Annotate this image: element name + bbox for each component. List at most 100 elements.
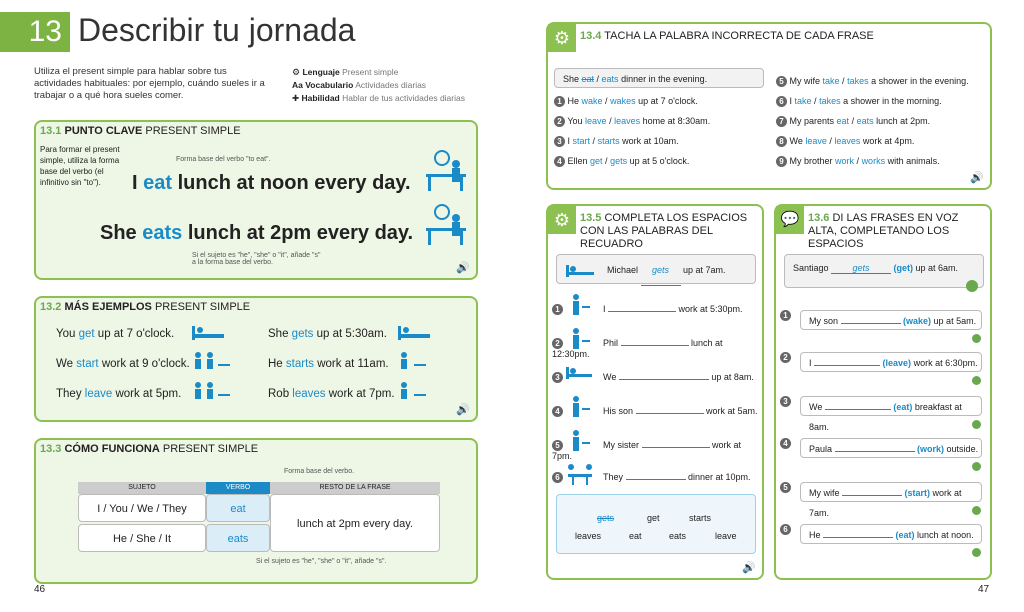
exercise-item: 5 My wife take / takes a shower in the e… — [776, 76, 969, 87]
blank-input[interactable] — [618, 379, 709, 380]
exercise-item: 7 My parents eat / eats lunch at 2pm. — [776, 116, 930, 127]
column-header-verb: VERBO — [206, 482, 270, 494]
speaking-head-icon — [972, 376, 981, 385]
gears-icon: ⚙ — [292, 67, 301, 77]
exercise-sentence: Paula (work) outside. — [800, 438, 982, 458]
example-row: He starts work at 11am. — [268, 358, 389, 370]
puzzle-icon: ✚ — [292, 93, 300, 103]
section-13-5: ⚙ 13.5 COMPLETA LOS ESPACIOS CON LAS PAL… — [546, 204, 764, 580]
word-bank-item: get — [647, 513, 660, 523]
audio-icon[interactable]: 🔊 — [742, 562, 756, 574]
example-sentence: Santiago gets (get) up at 6am. — [784, 254, 984, 288]
clock-desk-icon — [424, 204, 470, 248]
exercise-item: 6 They dinner at 10pm. — [552, 472, 751, 483]
unit-number-badge: 13 — [0, 12, 70, 52]
speaking-head-icon — [972, 334, 981, 343]
worker-icon — [398, 382, 430, 406]
section-13-3: 13.3 CÓMO FUNCIONA PRESENT SIMPLE Forma … — [34, 438, 478, 584]
person-icon — [568, 328, 590, 352]
blank-input[interactable] — [823, 537, 894, 538]
exercise-item: 3 — [780, 396, 791, 407]
person-icon — [568, 294, 590, 318]
exercise-item: 2 — [780, 352, 791, 363]
word-bank-item: gets — [597, 513, 615, 523]
example-row: They leave work at 5pm. — [56, 388, 182, 400]
section-13-4: ⚙ 13.4 TACHA LA PALABRA INCORRECTA DE CA… — [546, 22, 992, 190]
bed-icon — [398, 324, 430, 342]
word-bank-item: eat — [629, 531, 642, 541]
legend: ⚙ Lenguaje Present simple Aa Vocabulario… — [292, 67, 465, 103]
exercise-sentence: He (eat) lunch at noon. — [800, 524, 982, 544]
workers-icon — [192, 382, 232, 406]
exercise-item: 5 My sister work at 7pm. — [552, 440, 742, 461]
verb-cell: eats — [206, 524, 270, 552]
exercise-sentence: We (eat) breakfast at 8am. — [800, 396, 982, 432]
exercise-sentence: My wife (start) work at 7am. — [800, 482, 982, 518]
speaking-head-icon — [972, 420, 981, 429]
page-number-left: 46 — [34, 584, 46, 595]
word-bank-item: eats — [669, 531, 687, 541]
audio-icon[interactable]: 🔊 — [456, 404, 470, 416]
annotation-add-s: Si el sujeto es "he", "she" o "it", añad… — [192, 252, 321, 266]
annotation-add-s: Si el sujeto es "he", "she" o "it", añad… — [256, 558, 387, 565]
exercise-sentence: I (leave) work at 6:30pm. — [800, 352, 982, 372]
blank-input[interactable] — [824, 409, 891, 410]
blank-input[interactable] — [842, 495, 903, 496]
audio-icon[interactable]: 🔊 — [456, 262, 470, 274]
workers-icon — [192, 352, 232, 376]
blank-input[interactable] — [641, 447, 710, 448]
exercise-item: 4 — [780, 438, 791, 449]
person-icon — [568, 396, 590, 420]
example-row: We start work at 9 o'clock. — [56, 358, 190, 370]
exercise-item: 8 We leave / leaves work at 4pm. — [776, 136, 914, 147]
blank-input[interactable] — [635, 413, 704, 414]
exercise-item: 6 — [780, 524, 791, 535]
example-row: You get up at 7 o'clock. — [56, 328, 175, 340]
example-sentence: She eat / eats dinner in the evening. — [554, 68, 764, 88]
bed-icon — [566, 366, 592, 380]
blank-input[interactable] — [608, 311, 677, 312]
column-header-rest: RESTO DE LA FRASE — [270, 482, 440, 494]
word-bank-item: leaves — [575, 531, 602, 541]
aa-icon: Aa — [292, 80, 303, 90]
word-bank-item: leave — [715, 531, 737, 541]
dinner-table-icon — [566, 464, 594, 486]
verb-cell: eat — [206, 494, 270, 522]
key-sentence-1: I eat lunch at noon every day. — [132, 172, 411, 194]
column-header-subject: SUJETO — [78, 482, 206, 494]
gear-icon: ⚙ — [548, 206, 576, 234]
audio-icon[interactable]: 🔊 — [970, 172, 984, 184]
intro-text: Utiliza el present simple para hablar so… — [34, 66, 265, 101]
example-row: Rob leaves work at 7pm. — [268, 388, 395, 400]
clock-desk-icon — [424, 150, 470, 194]
subject-cell: I / You / We / They — [78, 494, 206, 522]
section-13-6: 💬 13.6 DI LAS FRASES EN VOZ ALTA, COMPLE… — [774, 204, 992, 580]
speaking-head-icon — [972, 462, 981, 471]
annotation-base-form: Forma base del verbo "to eat". — [176, 156, 271, 163]
speaking-head-icon — [972, 548, 981, 557]
blank-input[interactable] — [620, 345, 689, 346]
exercise-item: 1 — [780, 310, 791, 321]
person-icon — [568, 430, 590, 454]
blank-input[interactable] — [814, 365, 881, 366]
example-row: She gets up at 5:30am. — [268, 328, 387, 340]
subject-cell: He / She / It — [78, 524, 206, 552]
bed-icon — [566, 264, 594, 278]
page-title: Describir tu jornada — [78, 12, 356, 48]
blank-input[interactable] — [840, 323, 901, 324]
exercise-item: 3 We up at 8am. — [552, 372, 754, 383]
word-bank: gets get starts leaves eat eats leave — [556, 494, 756, 554]
speech-bubble-icon: 💬 — [776, 206, 804, 234]
exercise-item: 6 I take / takes a shower in the morning… — [776, 96, 942, 107]
annotation-base-form: Forma base del verbo. — [284, 468, 355, 475]
worker-icon — [398, 352, 430, 376]
rest-cell: lunch at 2pm every day. — [270, 494, 440, 552]
key-sentence-2: She eats lunch at 2pm every day. — [100, 222, 414, 244]
blank-input[interactable] — [625, 479, 686, 480]
blank-input[interactable] — [834, 451, 915, 452]
exercise-item: 9 My brother work / works with animals. — [776, 156, 940, 167]
speaking-head-icon — [972, 506, 981, 515]
exercise-item: 2 You leave / leaves home at 8:30am. — [554, 116, 710, 127]
exercise-item: 4 Ellen get / gets up at 5 o'clock. — [554, 156, 689, 167]
